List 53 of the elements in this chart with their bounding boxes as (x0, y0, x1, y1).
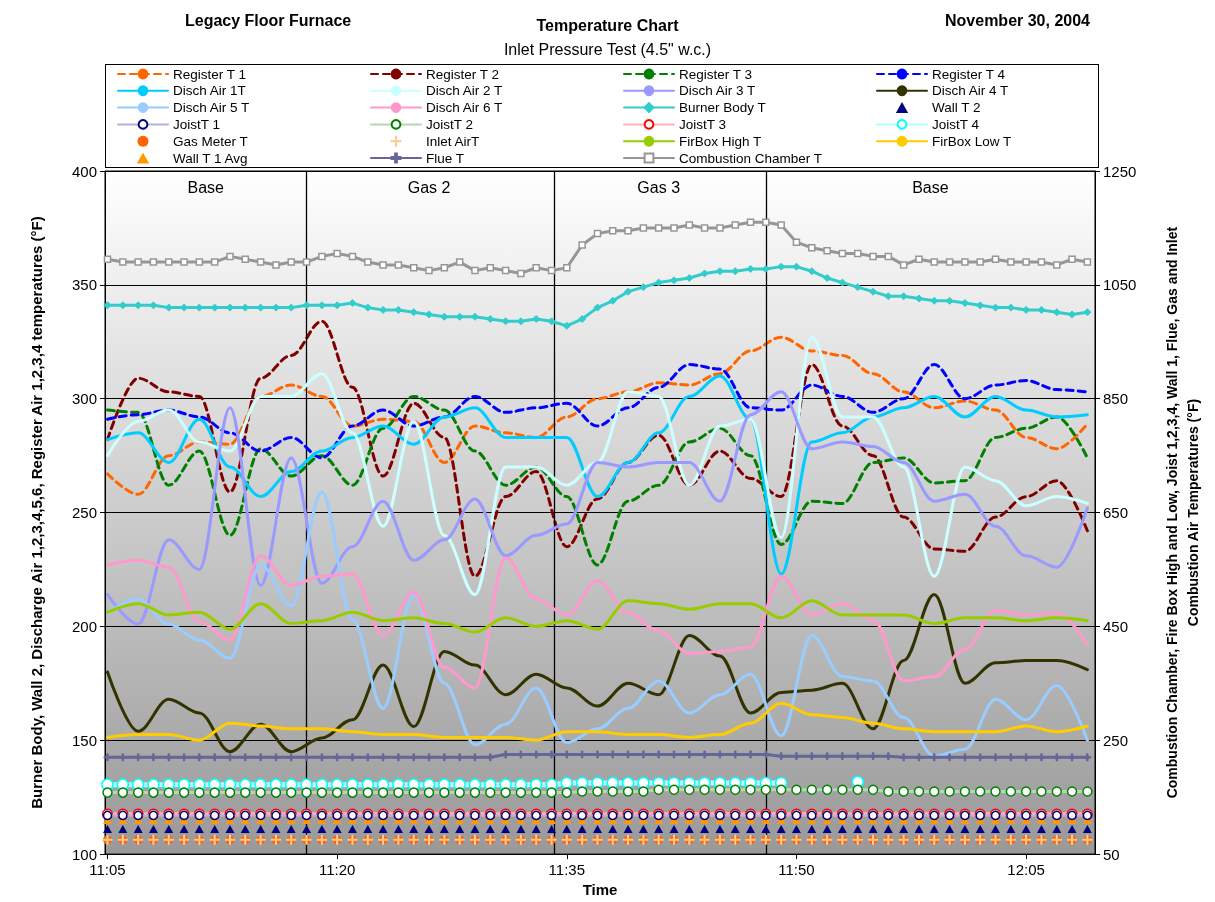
legend-label: Wall T 1 Avg (173, 150, 248, 166)
y2-axis-title: Combustion Chamber, Fire Box High and Low, Joist 1,2,3,4, Wall 1, Flue, Gas and Inlet Combustion Air Temperatures (°F) (1163, 226, 1201, 799)
legend-label: Register T 3 (679, 66, 753, 82)
y-axis-title: Burner Body, Wall 2, Discharge Air 1,2,3,4,5,6, Register Air 1,2,3,4 temperatures (°F) (28, 216, 45, 809)
y-tick-label: 100 (71, 845, 97, 863)
y2-tick-label: 650 (1103, 504, 1129, 522)
legend-label: FirBox Low T (932, 133, 1012, 149)
y2-tick-label: 250 (1103, 731, 1129, 749)
legend-label: Burner Body T (679, 100, 766, 116)
x-tick-label: 11:50 (778, 861, 815, 879)
y2-tick-label: 50 (1103, 845, 1120, 863)
legend-label: Register T 1 (173, 66, 247, 82)
legend-label: FirBox High T (679, 133, 762, 149)
legend-label: Disch Air 5 T (173, 100, 250, 116)
legend-label: Gas Meter T (173, 133, 248, 149)
y-tick-label: 150 (71, 731, 97, 749)
annotation: Base (912, 178, 949, 196)
legend-label: Disch Air 4 T (932, 83, 1009, 99)
annotation: Gas 3 (637, 178, 681, 196)
text: November 30, 2004 (945, 11, 1091, 29)
x-tick-label: 11:35 (548, 861, 586, 879)
y-tick-label: 300 (71, 390, 97, 408)
chart-title: Temperature Chart (536, 16, 680, 34)
y2-tick-label: 1050 (1103, 276, 1137, 294)
legend-label: Disch Air 6 T (426, 100, 503, 116)
legend-label: JoistT 4 (932, 116, 980, 132)
x-tick-label: 11:05 (89, 861, 126, 879)
legend-label: Register T 2 (426, 66, 500, 82)
y2-tick-label: 850 (1103, 390, 1129, 408)
text: Legacy Floor Furnace (185, 11, 352, 29)
y-tick-label: 250 (71, 504, 97, 522)
x-tick-label: 11:20 (318, 861, 356, 879)
x-tick-label: 12:05 (1007, 861, 1045, 879)
legend-label: Flue T (426, 150, 465, 166)
legend-label: Combustion Chamber T (679, 150, 823, 166)
annotation: Base (187, 178, 225, 196)
y-tick-label: 400 (71, 162, 97, 180)
chart-subtitle: Inlet Pressure Test (4.5" w.c.) (503, 40, 712, 58)
legend-label: Disch Air 3 T (679, 83, 756, 99)
legend-label: Disch Air 1T (173, 83, 246, 99)
y2-tick-label: 450 (1103, 617, 1129, 635)
x-axis-title: Time (582, 881, 618, 898)
legend-label: Inlet AirT (426, 133, 480, 149)
legend-label: Wall T 2 (932, 100, 981, 116)
legend-label: JoistT 2 (426, 116, 474, 132)
legend-label: Disch Air 2 T (426, 83, 503, 99)
legend-label: Register T 4 (932, 66, 1006, 82)
y2-tick-label: 1250 (1103, 162, 1137, 180)
legend-label: JoistT 1 (173, 116, 221, 132)
y-tick-label: 200 (71, 617, 97, 635)
annotation: Gas 2 (407, 178, 451, 196)
legend-label: JoistT 3 (679, 116, 727, 132)
y-tick-label: 350 (71, 276, 97, 294)
